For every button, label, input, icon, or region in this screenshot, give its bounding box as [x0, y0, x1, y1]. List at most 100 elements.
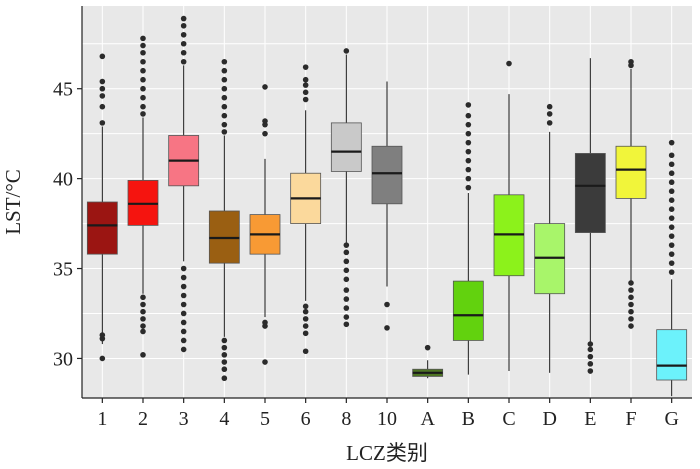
- outlier-point: [465, 121, 472, 128]
- outlier-point: [668, 170, 675, 177]
- x-tick-label: 5: [260, 408, 270, 430]
- outlier-point: [221, 352, 228, 358]
- outlier-point: [628, 316, 634, 322]
- outlier-point: [140, 301, 146, 308]
- outlier-point: [668, 139, 675, 146]
- outlier-point: [180, 274, 187, 281]
- outlier-point: [343, 314, 350, 320]
- outlier-point: [99, 332, 106, 338]
- outlier-point: [384, 325, 390, 331]
- outlier-point: [668, 152, 675, 159]
- box-G: [656, 139, 688, 397]
- outlier-point: [221, 337, 228, 344]
- outlier-point: [99, 355, 106, 362]
- box-D: [534, 103, 566, 373]
- x-tick-label: G: [664, 408, 678, 430]
- outlier-point: [668, 269, 675, 275]
- box-body: [615, 145, 647, 199]
- outlier-point: [465, 148, 472, 155]
- outlier-point: [668, 242, 675, 248]
- x-tick-label: 8: [341, 408, 351, 430]
- box-F: [615, 58, 647, 329]
- box-body: [452, 280, 484, 341]
- box-2: [127, 35, 159, 358]
- outlier-point: [99, 85, 106, 92]
- outlier-point: [140, 94, 146, 101]
- outlier-point: [343, 305, 350, 311]
- outlier-point: [140, 294, 146, 301]
- outlier-point: [221, 76, 228, 83]
- outlier-point: [180, 22, 187, 29]
- outlier-point: [668, 188, 675, 195]
- x-tick-label: D: [542, 408, 556, 430]
- outlier-point: [465, 130, 472, 137]
- box-1: [86, 53, 118, 362]
- outlier-point: [302, 303, 309, 310]
- outlier-point: [628, 58, 634, 65]
- outlier-point: [140, 67, 146, 74]
- outlier-point: [343, 242, 350, 248]
- outlier-point: [180, 337, 187, 344]
- outlier-point: [221, 112, 228, 119]
- outlier-point: [221, 121, 228, 128]
- outlier-point: [302, 308, 309, 315]
- outlier-point: [668, 224, 675, 230]
- outlier-point: [302, 348, 309, 355]
- outlier-point: [628, 294, 634, 301]
- box-6: [290, 64, 322, 355]
- outlier-point: [668, 251, 675, 257]
- outlier-point: [424, 344, 431, 351]
- outlier-point: [140, 76, 146, 83]
- outlier-point: [180, 328, 187, 335]
- outlier-point: [140, 42, 146, 49]
- x-tick-label: B: [462, 408, 475, 430]
- y-tick-label: 45: [53, 79, 73, 101]
- outlier-point: [180, 346, 187, 353]
- y-tick-label: 30: [53, 348, 73, 370]
- y-axis-title: LST/°C: [1, 169, 25, 235]
- outlier-point: [506, 60, 512, 67]
- outlier-point: [221, 359, 228, 365]
- outlier-point: [180, 319, 187, 326]
- x-tick-label: F: [625, 408, 636, 430]
- x-tick-label: 2: [138, 408, 148, 430]
- outlier-point: [140, 35, 146, 42]
- outlier-point: [262, 130, 268, 137]
- outlier-point: [384, 301, 390, 308]
- outlier-point: [668, 179, 675, 186]
- outlier-point: [628, 280, 634, 286]
- y-ticks: 30 35 40 45: [53, 79, 82, 370]
- outlier-point: [343, 321, 350, 328]
- outlier-point: [99, 103, 106, 110]
- outlier-point: [465, 139, 472, 146]
- outlier-point: [140, 352, 146, 358]
- outlier-point: [140, 58, 146, 65]
- outlier-point: [180, 40, 187, 47]
- outlier-point: [668, 233, 675, 239]
- outlier-point: [140, 308, 146, 315]
- outlier-point: [140, 111, 146, 117]
- outlier-point: [221, 344, 228, 351]
- outlier-point: [180, 58, 187, 65]
- outlier-point: [221, 94, 228, 101]
- outlier-point: [668, 260, 675, 266]
- outlier-point: [628, 287, 634, 293]
- outlier-point: [668, 206, 675, 212]
- outlier-point: [546, 120, 553, 126]
- outlier-point: [99, 78, 106, 85]
- outlier-point: [180, 15, 187, 22]
- outlier-point: [587, 341, 594, 347]
- outlier-point: [628, 323, 634, 329]
- box-10: [371, 81, 403, 331]
- outlier-point: [140, 323, 146, 329]
- box-C: [493, 60, 525, 372]
- box-E: [574, 58, 606, 374]
- outlier-point: [262, 84, 268, 90]
- outlier-point: [180, 301, 187, 308]
- x-ticks: 1 2 3 4 5 6 8 10 A B C D E F G: [97, 398, 679, 430]
- box-5: [249, 84, 281, 365]
- box-B: [452, 102, 484, 375]
- outlier-point: [546, 111, 553, 117]
- outlier-point: [343, 296, 350, 302]
